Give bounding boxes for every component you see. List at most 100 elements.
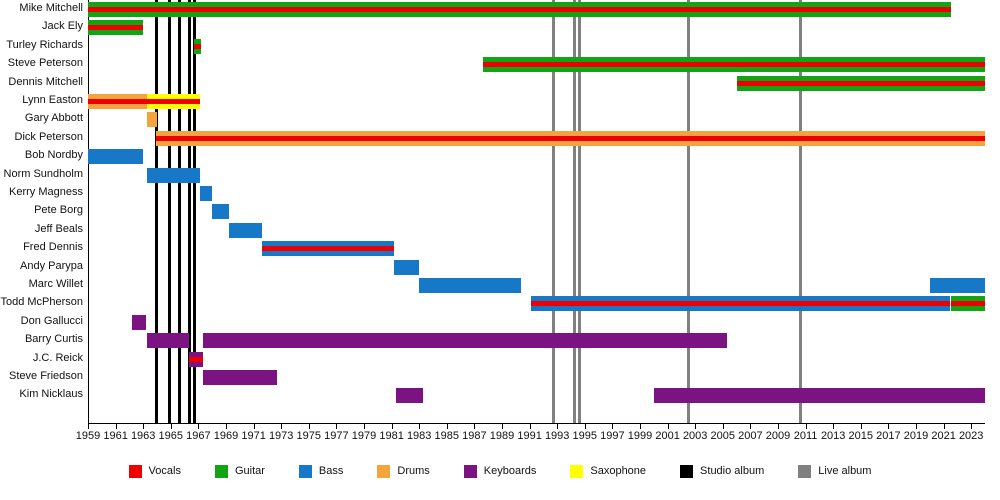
legend-label: Bass xyxy=(318,465,344,477)
legend-label: Guitar xyxy=(234,465,265,477)
x-tick-label: 1995 xyxy=(572,430,598,442)
timeline-bar-segment xyxy=(228,222,262,238)
x-tick xyxy=(750,424,752,429)
member-label-column: Mike Mitchell Jack Ely Turley Richards Stev… xyxy=(0,0,88,424)
timeline-bar-segment xyxy=(88,94,148,99)
legend-swatch-icon xyxy=(798,464,812,478)
timeline-bar-segment xyxy=(482,67,985,73)
legend-swatch-icon xyxy=(214,464,228,478)
legend-item[interactable]: Keyboards xyxy=(463,464,536,478)
legend-swatch-icon xyxy=(298,464,312,478)
x-tick xyxy=(474,424,476,429)
legend-label: Drums xyxy=(397,465,430,477)
timeline-bar-segment xyxy=(147,104,200,109)
legend-item[interactable]: Drums xyxy=(377,464,430,478)
timeline-bar-segment xyxy=(202,370,278,385)
timeline-bar-segment xyxy=(188,361,203,367)
timeline-bar xyxy=(202,370,278,385)
x-tick-label: 1997 xyxy=(600,430,625,442)
studio-album-line xyxy=(168,0,172,423)
studio-album-line xyxy=(187,0,191,423)
member-label: Steve Peterson xyxy=(7,57,83,70)
plot-area xyxy=(88,0,985,424)
live-album-line xyxy=(552,0,556,423)
x-tick-label: 1991 xyxy=(517,430,542,442)
x-tick xyxy=(557,424,559,429)
x-tick xyxy=(612,424,614,429)
x-tick xyxy=(364,424,365,429)
legend-item[interactable]: Saxophone xyxy=(570,464,647,478)
chart-legend: Vocals Guitar Bass Drums Keyboards Saxophone S… xyxy=(0,458,1000,484)
member-label: Kerry Magness xyxy=(9,186,83,198)
live-album-line xyxy=(572,0,576,423)
legend-item[interactable]: Bass xyxy=(298,464,344,478)
x-tick-label: 1977 xyxy=(324,430,349,442)
member-label: Jack Ely xyxy=(42,20,83,33)
timeline-bar-segment xyxy=(194,38,202,44)
timeline-bar-segment xyxy=(132,314,146,330)
legend-item[interactable]: Vocals xyxy=(128,464,181,478)
x-tick xyxy=(336,424,338,429)
timeline-bar-segment xyxy=(482,57,985,63)
legend-item[interactable]: Guitar xyxy=(214,464,265,478)
timeline-bar xyxy=(395,388,424,404)
member-label: Turley Richards xyxy=(6,38,83,51)
member-label: Norm Sundholm xyxy=(3,167,83,180)
member-label: Andy Parypa xyxy=(20,259,83,272)
timeline-bar xyxy=(199,186,213,201)
x-tick xyxy=(281,424,283,429)
member-label: Fred Dennis xyxy=(23,241,83,254)
timeline-bar-segment xyxy=(88,104,148,109)
timeline-bar xyxy=(482,57,985,73)
x-tick xyxy=(446,424,448,429)
x-tick-label: 2013 xyxy=(820,430,846,442)
timeline-bar-segment xyxy=(147,167,200,183)
timeline-bar-segment xyxy=(482,62,985,68)
member-label: Barry Curtis xyxy=(24,333,83,346)
legend-label: Live album xyxy=(818,465,872,477)
x-tick-label: 2021 xyxy=(931,430,956,442)
timeline-bar-segment xyxy=(199,186,213,201)
x-tick-label: 1973 xyxy=(268,430,294,442)
timeline-bar-segment xyxy=(530,296,951,302)
x-axis-line xyxy=(88,423,985,424)
x-tick xyxy=(805,424,807,429)
x-tick-label: 1979 xyxy=(351,430,377,442)
timeline-bar-segment xyxy=(736,80,985,86)
legend-item[interactable]: Studio album xyxy=(680,464,764,478)
x-tick-label: 2015 xyxy=(848,430,874,442)
timeline-bar-segment xyxy=(202,333,727,349)
timeline-bar-segment xyxy=(147,99,200,104)
timeline-bar-segment xyxy=(88,30,144,36)
timeline-bar-segment xyxy=(929,278,985,293)
timeline-bar xyxy=(194,38,202,54)
legend-swatch-icon xyxy=(128,464,142,478)
legend-label: Saxophone xyxy=(590,465,647,477)
timeline-bar-segment xyxy=(88,12,951,17)
x-tick-label: 1965 xyxy=(158,430,184,442)
x-tick-label: 1993 xyxy=(544,430,570,442)
timeline-bar-segment xyxy=(188,356,203,362)
legend-swatch-icon xyxy=(463,464,477,478)
x-tick xyxy=(419,424,421,429)
member-label: Bob Nordby xyxy=(24,149,83,162)
x-tick-label: 2009 xyxy=(765,430,791,442)
timeline-bar xyxy=(155,130,985,146)
member-label: Lynn Easton xyxy=(22,94,83,106)
member-label: Mike Mitchell xyxy=(19,2,83,14)
timeline-bar xyxy=(929,278,985,293)
x-tick-label: 1985 xyxy=(434,430,460,442)
member-label: Marc Willet xyxy=(28,278,83,290)
timeline-bar xyxy=(228,222,262,238)
legend-item[interactable]: Live album xyxy=(798,464,872,478)
timeline-bar xyxy=(88,94,148,109)
timeline-bar-segment xyxy=(261,251,395,257)
timeline-bar xyxy=(394,259,420,275)
member-label: Pete Borg xyxy=(34,204,83,217)
timeline-bar-segment xyxy=(653,388,985,404)
timeline-bar xyxy=(132,314,146,330)
x-tick xyxy=(640,424,641,429)
x-tick-label: 1959 xyxy=(75,430,101,442)
timeline-bar-segment xyxy=(155,130,985,136)
member-label: Dick Peterson xyxy=(14,130,83,143)
